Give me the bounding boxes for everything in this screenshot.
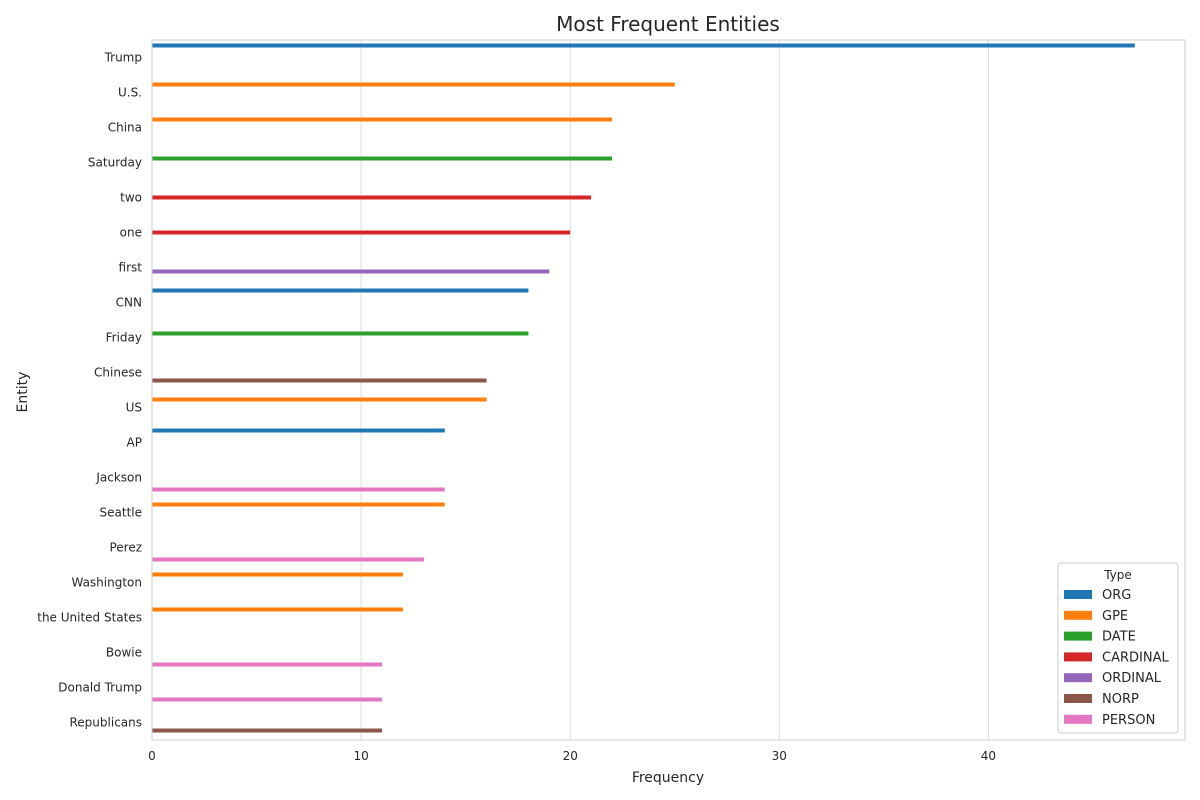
legend-title: Type bbox=[1103, 568, 1132, 582]
bar bbox=[152, 82, 675, 87]
legend-label: GPE bbox=[1102, 609, 1128, 624]
legend-label: NORP bbox=[1102, 692, 1139, 707]
bar bbox=[152, 156, 613, 161]
legend-swatch bbox=[1064, 673, 1092, 683]
legend-box bbox=[1057, 562, 1179, 734]
y-tick-label: CNN bbox=[116, 296, 142, 310]
bar bbox=[152, 607, 403, 612]
y-tick-label: US bbox=[126, 401, 142, 415]
y-tick-label: Trump bbox=[104, 51, 142, 65]
legend-swatch bbox=[1064, 631, 1092, 641]
y-tick-label: Friday bbox=[106, 331, 142, 345]
bar bbox=[152, 331, 529, 336]
y-tick-label: Chinese bbox=[94, 366, 142, 380]
y-tick-label: Bowie bbox=[106, 646, 142, 660]
x-tick-label: 10 bbox=[353, 749, 368, 763]
x-tick-label: 20 bbox=[563, 749, 578, 763]
bar bbox=[152, 117, 613, 122]
y-tick-labels: Trump U.S. China Saturday two one first CNN Frid… bbox=[37, 51, 142, 730]
bar bbox=[152, 230, 571, 235]
y-tick-label: first bbox=[119, 261, 143, 275]
gridlines bbox=[151, 40, 989, 740]
bar bbox=[152, 728, 383, 733]
legend-swatch bbox=[1064, 652, 1092, 662]
y-tick-label: Seattle bbox=[100, 506, 142, 520]
legend-swatch bbox=[1064, 694, 1092, 703]
x-tick-labels: 0 10 20 30 40 bbox=[148, 749, 996, 763]
y-tick-label: Jackson bbox=[95, 471, 142, 485]
legend-label: CARDINAL bbox=[1102, 650, 1169, 665]
y-tick-label: U.S. bbox=[118, 86, 142, 100]
y-tick-label: Washington bbox=[71, 576, 142, 590]
legend-swatch bbox=[1064, 610, 1092, 620]
bar bbox=[152, 572, 403, 577]
legend-swatch bbox=[1064, 590, 1092, 599]
bar bbox=[152, 397, 487, 402]
bar bbox=[152, 269, 550, 274]
y-tick-label: Republicans bbox=[70, 716, 143, 730]
plot-frame bbox=[151, 39, 1186, 741]
bar bbox=[152, 662, 383, 667]
y-tick-label: China bbox=[108, 121, 142, 135]
y-tick-label: Saturday bbox=[88, 156, 142, 170]
x-tick-label: 0 bbox=[148, 749, 156, 763]
y-tick-label: two bbox=[120, 191, 142, 205]
legend-label: DATE bbox=[1102, 630, 1136, 645]
bar bbox=[152, 43, 1135, 48]
bar bbox=[152, 487, 445, 492]
y-tick-label: Donald Trump bbox=[58, 681, 142, 695]
bar bbox=[152, 378, 487, 383]
legend-swatch bbox=[1064, 714, 1092, 724]
x-tick-label: 40 bbox=[981, 749, 996, 763]
y-tick-label: one bbox=[120, 226, 142, 240]
y-tick-label: the United States bbox=[37, 611, 142, 625]
legend-label: PERSON bbox=[1102, 713, 1155, 728]
legend-label: ORG bbox=[1102, 588, 1131, 603]
x-axis-label: Frequency bbox=[632, 770, 704, 786]
bar bbox=[152, 502, 445, 507]
y-tick-label: Perez bbox=[109, 541, 142, 555]
bars bbox=[152, 43, 1135, 733]
y-axis-label: Entity bbox=[15, 372, 31, 413]
chart-title: Most Frequent Entities bbox=[556, 12, 780, 36]
legend: Type ORG GPE DATE CARDINAL ORDINAL NORP PERSON bbox=[1057, 562, 1179, 734]
bar bbox=[152, 428, 445, 433]
bar bbox=[152, 195, 592, 200]
x-tick-label: 30 bbox=[772, 749, 787, 763]
legend-label: ORDINAL bbox=[1102, 671, 1162, 686]
y-tick-label: AP bbox=[127, 436, 142, 450]
bar bbox=[152, 557, 424, 562]
bar bbox=[152, 288, 529, 293]
bar bbox=[152, 697, 383, 702]
